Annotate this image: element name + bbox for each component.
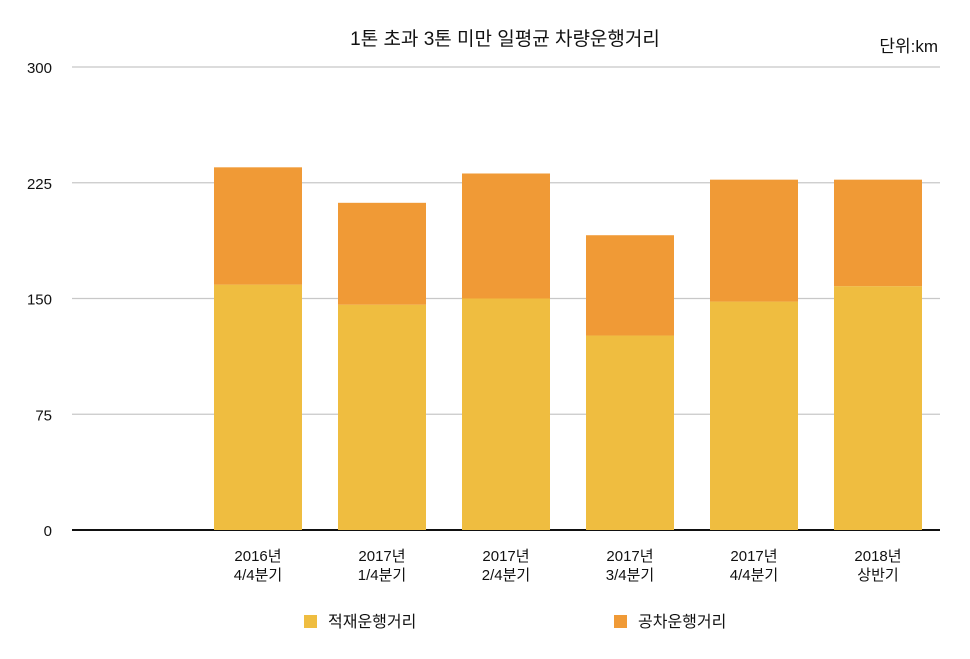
- chart-title: 1톤 초과 3톤 미만 일평균 차량운행거리: [350, 28, 660, 50]
- bar-loaded-distance: [214, 284, 302, 530]
- x-tick-label-year: 2017년: [730, 548, 777, 565]
- x-tick-label-year: 2017년: [482, 548, 529, 565]
- bar-loaded-distance: [462, 298, 550, 530]
- bar-empty-distance: [710, 179, 798, 302]
- x-tick-label-period: 상반기: [857, 567, 898, 584]
- bar-loaded-distance: [834, 286, 922, 530]
- x-tick-label-period: 1/4분기: [358, 567, 406, 584]
- legend-swatch: [304, 615, 317, 628]
- x-tick-label-year: 2018년: [854, 548, 901, 565]
- x-tick-label-period: 3/4분기: [606, 567, 654, 584]
- bar-empty-distance: [586, 235, 674, 336]
- y-tick-label: 75: [35, 407, 52, 424]
- y-tick-label: 300: [27, 60, 52, 77]
- bar-loaded-distance: [338, 304, 426, 530]
- bar-empty-distance: [462, 173, 550, 299]
- y-tick-label: 0: [44, 523, 52, 540]
- x-tick-label-year: 2017년: [358, 548, 405, 565]
- bar-empty-distance: [214, 167, 302, 285]
- x-tick-label-year: 2017년: [606, 548, 653, 565]
- x-tick-label-year: 2016년: [234, 548, 281, 565]
- bar-loaded-distance: [710, 301, 798, 530]
- y-tick-label: 225: [27, 176, 52, 193]
- x-tick-label-period: 4/4분기: [730, 567, 778, 584]
- bar-empty-distance: [834, 179, 922, 287]
- bar-empty-distance: [338, 202, 426, 305]
- legend-swatch: [614, 615, 627, 628]
- x-tick-label-period: 4/4분기: [234, 567, 282, 584]
- y-tick-label: 150: [27, 292, 52, 309]
- legend-label: 공차운행거리: [638, 613, 726, 631]
- x-tick-label-period: 2/4분기: [482, 567, 530, 584]
- legend-label: 적재운행거리: [328, 613, 416, 631]
- bar-loaded-distance: [586, 335, 674, 530]
- unit-label: 단위:km: [879, 37, 938, 56]
